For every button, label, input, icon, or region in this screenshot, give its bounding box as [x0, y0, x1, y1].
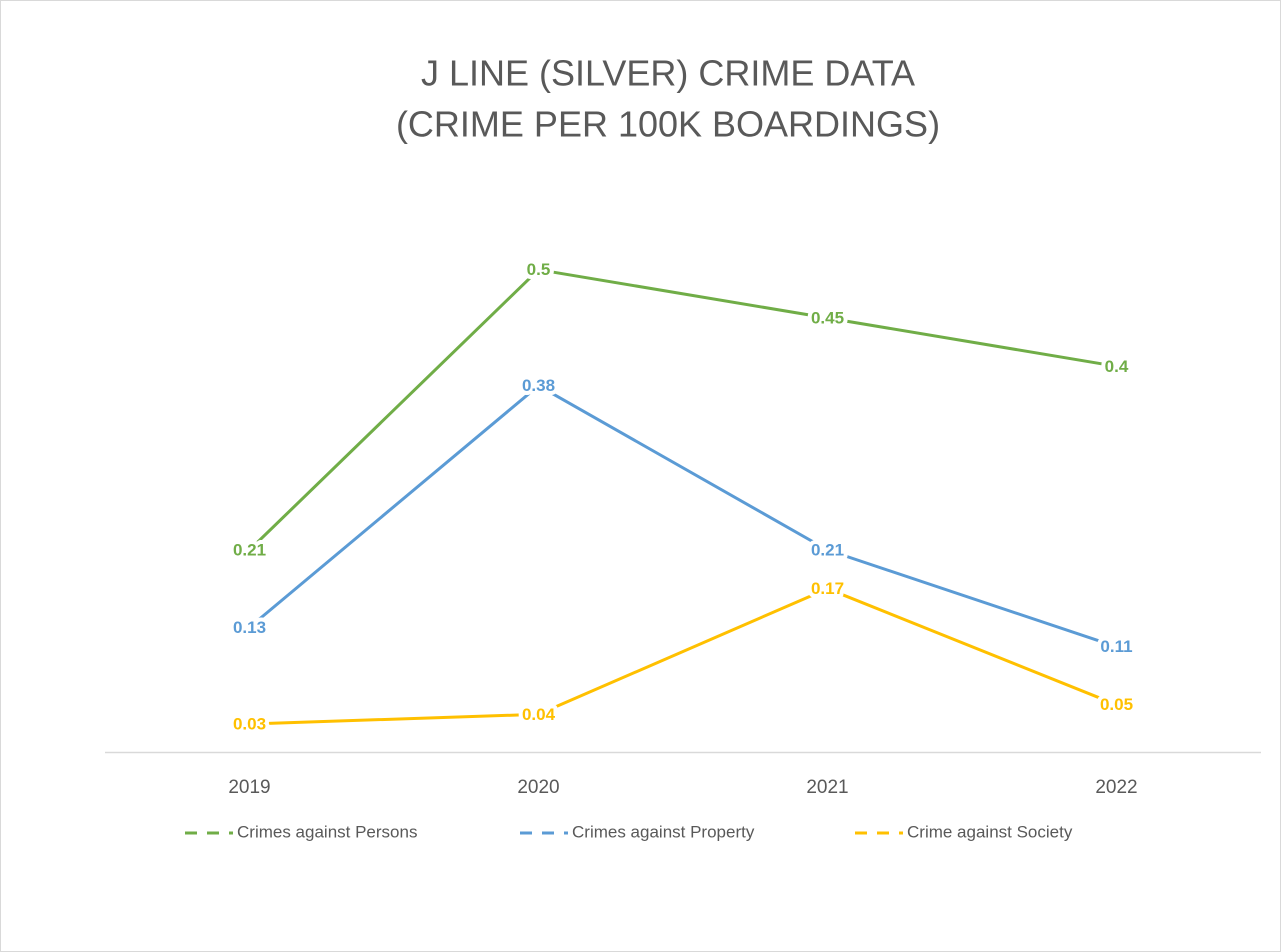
series-line	[248, 384, 1117, 649]
data-label: 0.21	[233, 540, 266, 559]
legend-label: Crimes against Persons	[237, 822, 417, 841]
chart-subtitle: (CRIME PER 100K BOARDINGS)	[396, 104, 940, 145]
data-label: 0.03	[233, 714, 266, 733]
series-line	[249, 587, 1118, 726]
data-label: 0.05	[1100, 695, 1133, 714]
x-tick-label: 2022	[1095, 777, 1137, 798]
data-label: 0.38	[522, 376, 555, 395]
legend-label: Crime against Society	[907, 822, 1073, 841]
data-label: 0.13	[233, 618, 266, 637]
chart-title: J LINE (SILVER) CRIME DATA	[421, 53, 915, 94]
series-line	[248, 268, 1117, 552]
x-tick-label: 2021	[806, 777, 848, 798]
data-label: 0.11	[1100, 637, 1132, 656]
x-tick-label: 2020	[517, 777, 559, 798]
data-label: 0.04	[522, 705, 556, 724]
data-label: 0.4	[1105, 357, 1129, 376]
legend-label: Crimes against Property	[572, 822, 755, 841]
x-tick-label: 2019	[228, 777, 270, 798]
data-label: 0.45	[811, 308, 844, 327]
data-label: 0.21	[811, 540, 844, 559]
data-label: 0.17	[811, 579, 844, 598]
data-label: 0.5	[527, 260, 551, 279]
